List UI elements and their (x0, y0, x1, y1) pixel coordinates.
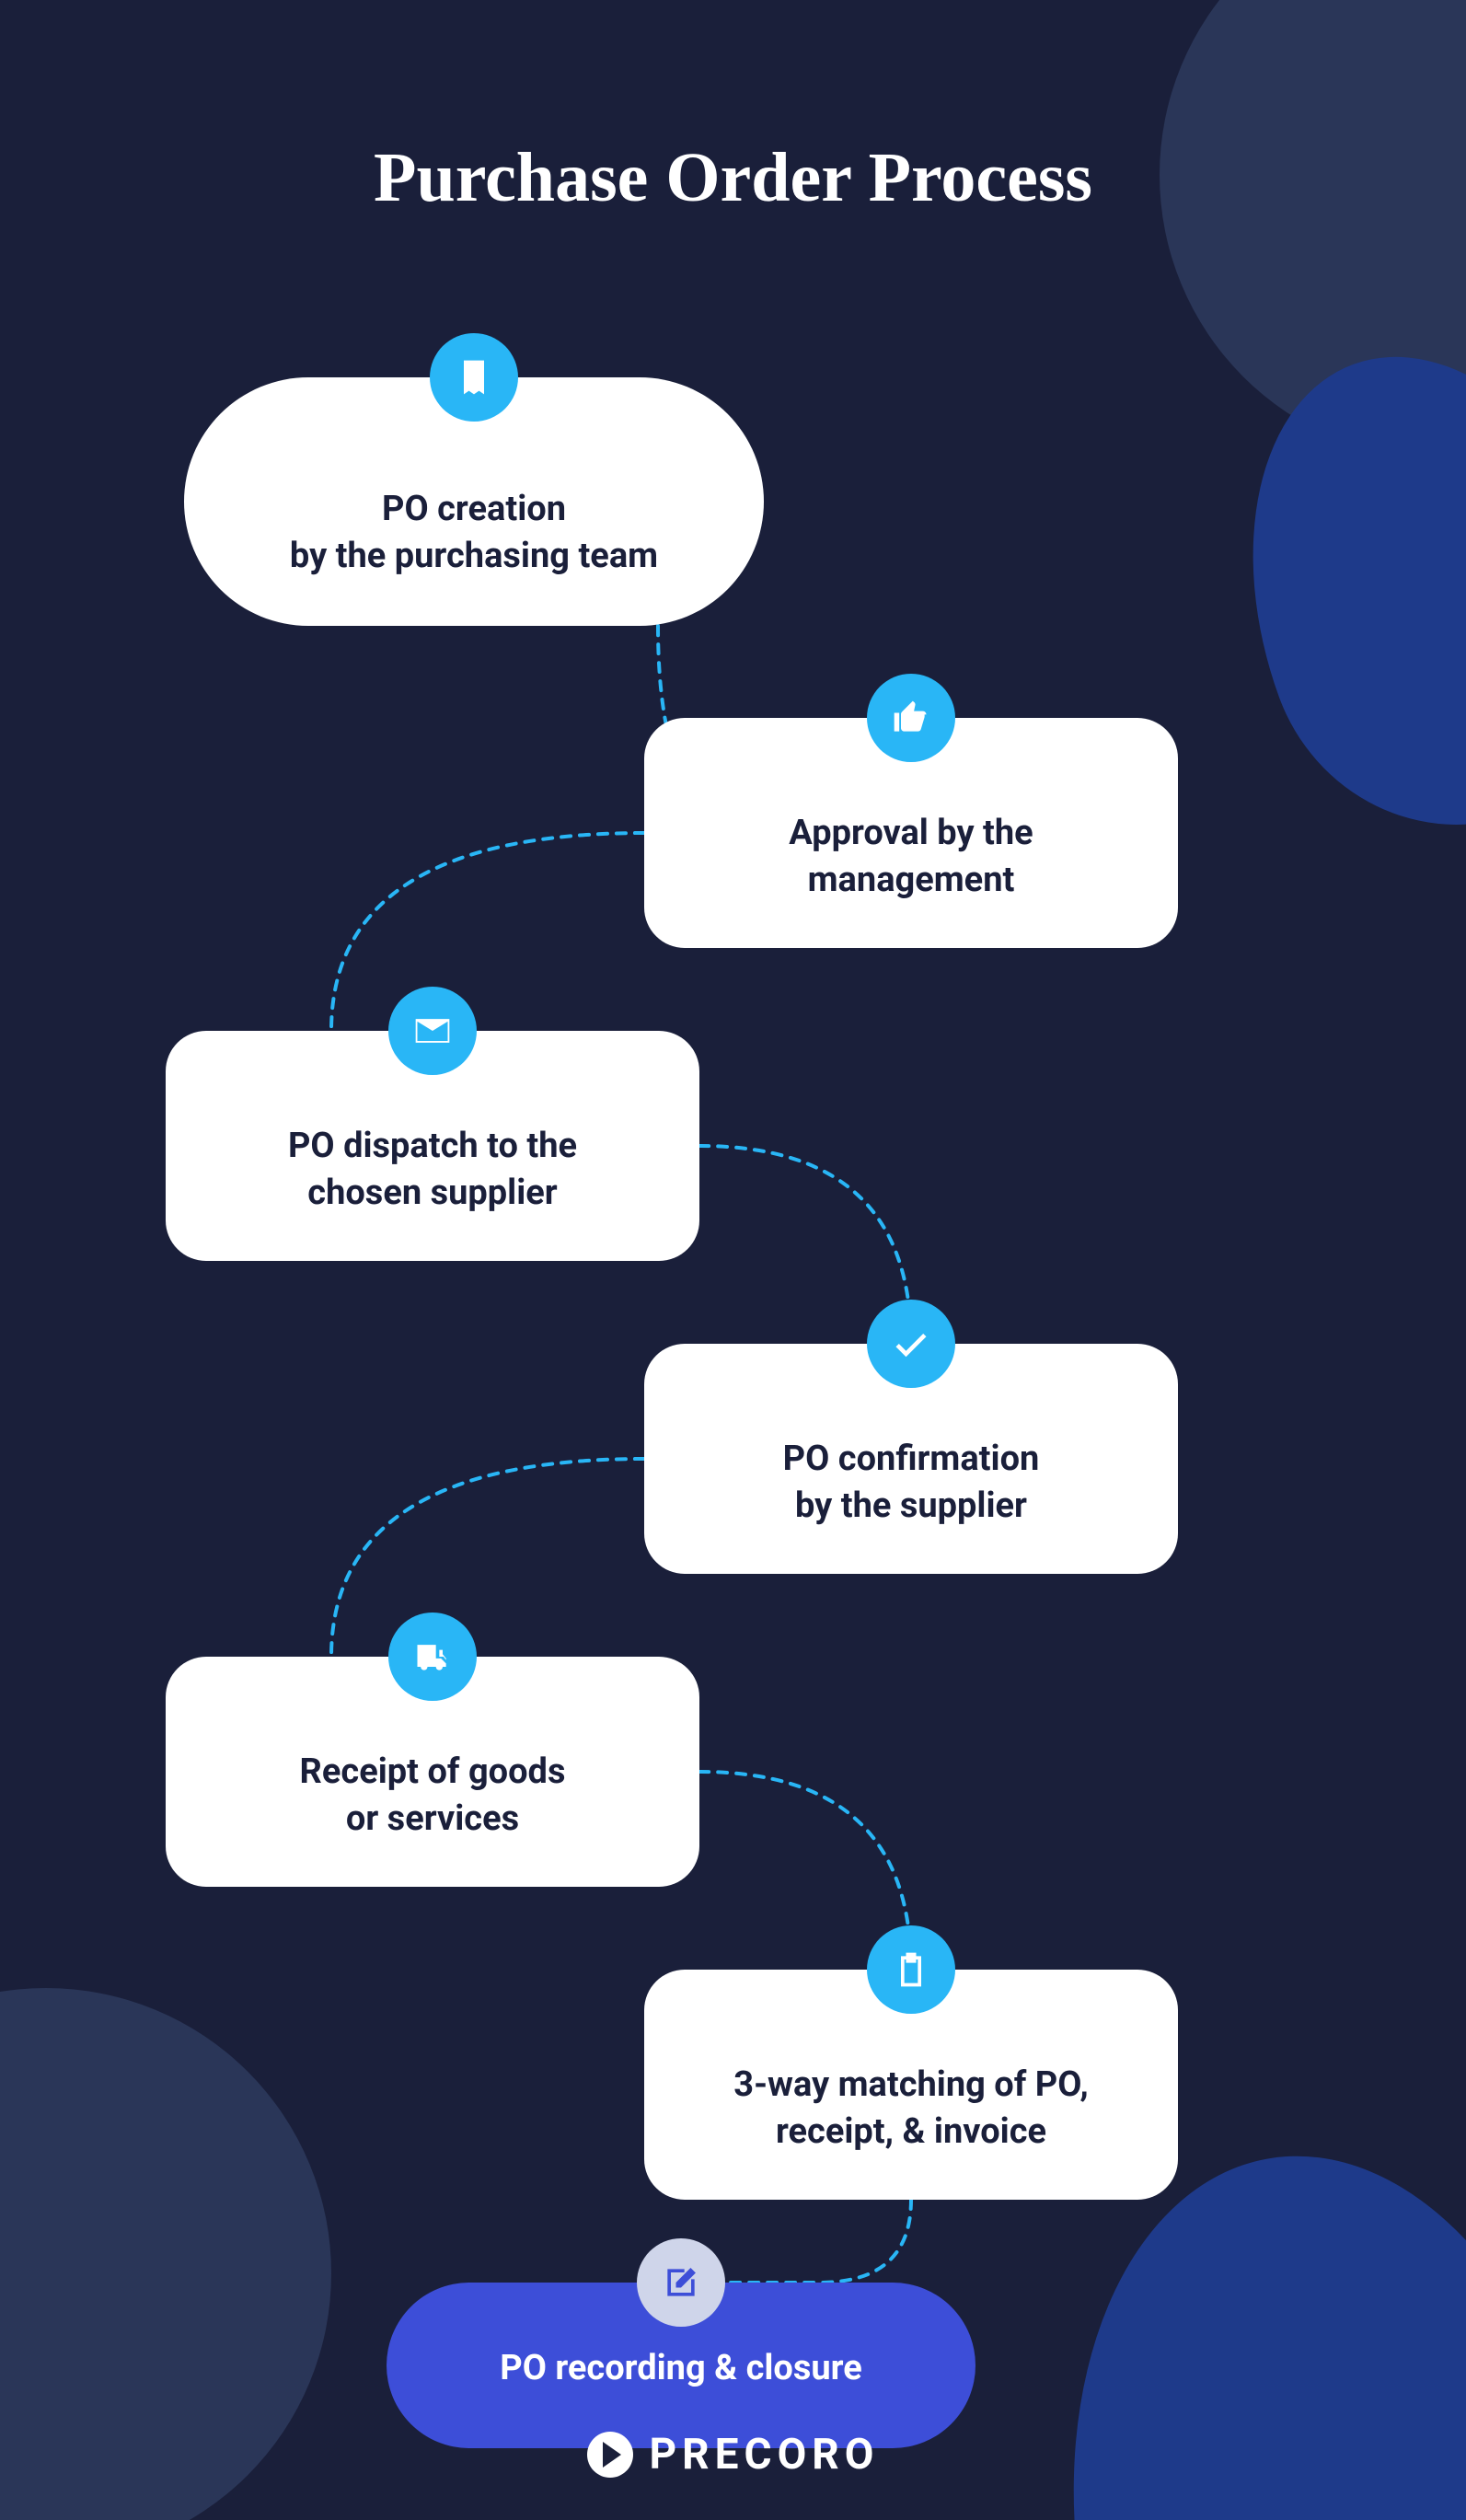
node-icon-badge (637, 2238, 725, 2327)
node-icon-badge (867, 674, 955, 762)
truck-icon (412, 1636, 453, 1677)
check-icon (891, 1324, 931, 1364)
node-icon-badge (867, 1300, 955, 1388)
node-icon-badge (430, 333, 518, 422)
thumbs-up-icon (891, 698, 931, 738)
logo-icon (587, 2432, 633, 2478)
node-label: PO creationby the purchasing team (184, 486, 764, 581)
flow-node-n6: 3-way matching of PO,receipt, & invoice (644, 1970, 1178, 2200)
clipboard-icon (891, 1949, 931, 1990)
node-icon-badge (388, 987, 477, 1075)
brand-footer: PRECORO (0, 2430, 1466, 2480)
envelope-icon (412, 1011, 453, 1051)
node-icon-badge (867, 1925, 955, 2014)
flow-node-n3: PO dispatch to thechosen supplier (166, 1031, 699, 1261)
node-label: PO dispatch to thechosen supplier (166, 1123, 699, 1218)
page-title: Purchase Order Process (0, 138, 1466, 218)
node-icon-badge (388, 1613, 477, 1701)
pencil-square-icon (661, 2262, 701, 2303)
node-label: Receipt of goodsor services (166, 1749, 699, 1844)
flow-node-n2: Approval by themanagement (644, 718, 1178, 948)
brand-name: PRECORO (650, 2430, 880, 2480)
node-label: PO confirmationby the supplier (644, 1436, 1178, 1531)
flow-node-n5: Receipt of goodsor services (166, 1657, 699, 1887)
flow-node-n1: PO creationby the purchasing team (184, 377, 764, 626)
flow-node-n4: PO confirmationby the supplier (644, 1344, 1178, 1574)
node-label: Approval by themanagement (644, 810, 1178, 905)
node-label: PO recording & closure (387, 2345, 975, 2392)
flow-node-n7: PO recording & closure (387, 2283, 975, 2448)
diagram-canvas: Purchase Order Process PO creationby the … (0, 0, 1466, 2520)
decoration (1181, 301, 1466, 876)
node-label: 3-way matching of PO,receipt, & invoice (644, 2062, 1178, 2156)
receipt-icon (454, 357, 494, 398)
